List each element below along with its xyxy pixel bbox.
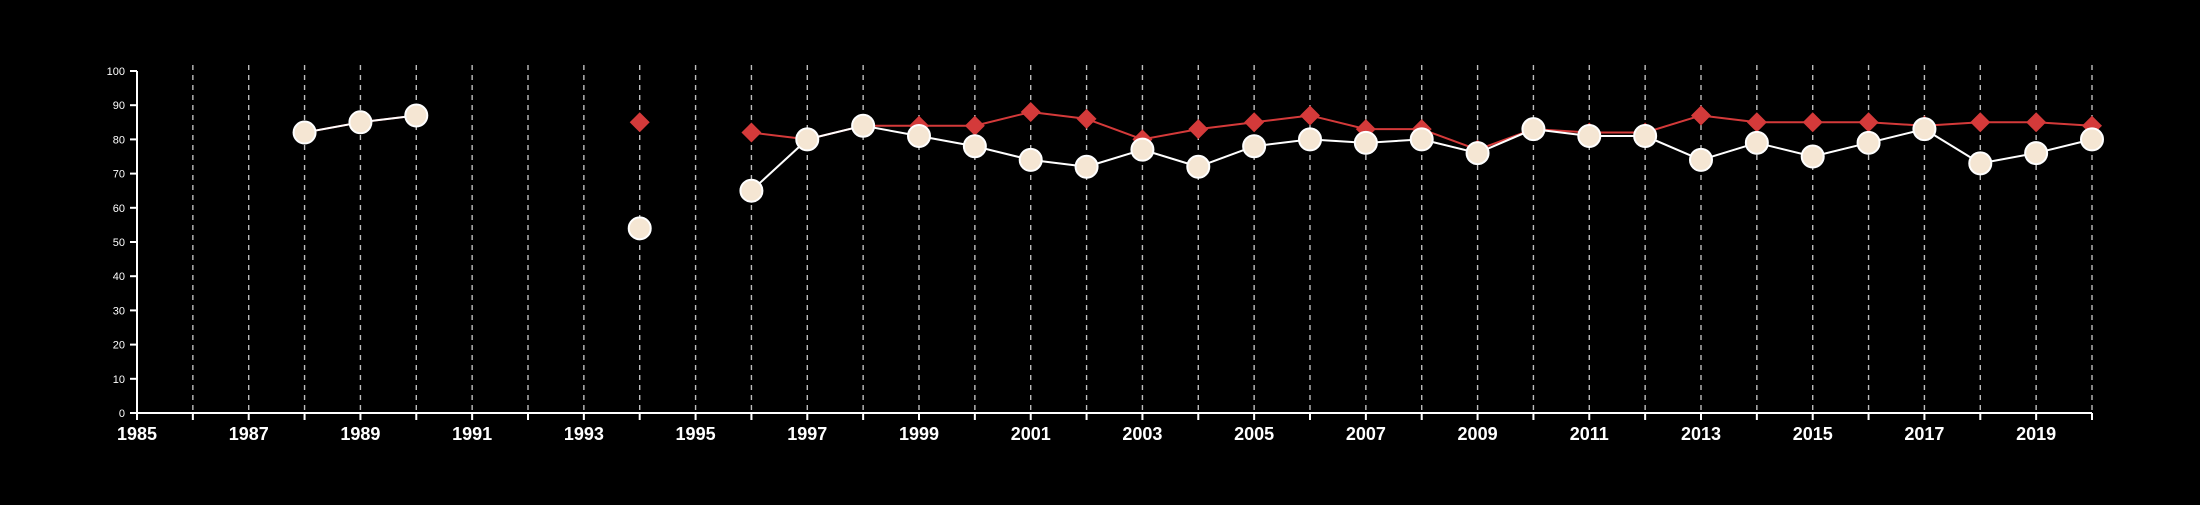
data-point-circle (739, 178, 764, 203)
x-tick-label: 1989 (340, 424, 380, 444)
x-tick-label: 2011 (1570, 424, 1609, 444)
data-point-circle (1074, 154, 1099, 179)
data-point-diamond (1970, 112, 1991, 133)
data-point-diamond (629, 112, 650, 133)
x-tick-label: 2005 (1234, 424, 1274, 444)
y-tick-label: 70 (113, 169, 125, 181)
data-point-diamond (1300, 105, 1320, 126)
y-tick-label: 10 (113, 374, 125, 386)
data-point-diamond (1020, 102, 1041, 123)
data-point-circle (404, 103, 429, 128)
series-line-segment (1700, 114, 1757, 124)
x-tick-label: 1987 (229, 424, 269, 444)
data-point-circle (1856, 130, 1881, 155)
data-point-circle (1465, 141, 1490, 166)
x-tick-label: 1999 (899, 424, 939, 444)
data-point-circle (627, 216, 652, 241)
x-tick-label: 1993 (564, 424, 604, 444)
grid-lines (192, 65, 2093, 413)
data-point-circle (2080, 127, 2104, 152)
data-point-circle (795, 127, 820, 152)
data-point-diamond (1746, 112, 1767, 133)
x-tick-label: 2019 (2016, 424, 2056, 444)
x-tick-label: 1985 (117, 424, 157, 444)
series-line-segment (1142, 128, 1199, 141)
data-point-diamond (1076, 108, 1097, 129)
series-line-segment (1086, 117, 1143, 141)
y-tick-label: 90 (113, 100, 125, 112)
data-point-diamond (1802, 112, 1823, 133)
data-point-circle (1409, 127, 1434, 152)
data-point-circle (1968, 151, 1993, 176)
y-tick-label: 40 (113, 271, 125, 283)
series-line-segment (750, 138, 808, 192)
y-tick-label: 20 (113, 340, 125, 352)
data-point-circle (1633, 123, 1658, 148)
data-point-circle (348, 110, 373, 135)
series-line-segment (1254, 114, 1311, 124)
data-point-circle (1242, 134, 1267, 159)
data-point-circle (292, 120, 317, 145)
data-point-circle (1521, 117, 1546, 142)
y-tick-label: 60 (113, 203, 125, 215)
y-tick-label: 50 (113, 237, 125, 249)
x-tick-label: 2007 (1346, 424, 1386, 444)
data-point-circle (851, 113, 876, 138)
y-tick-label: 0 (119, 408, 125, 420)
data-point-circle (1689, 147, 1713, 172)
data-point-circle (1744, 130, 1769, 155)
data-point-circle (1800, 144, 1825, 169)
data-series (292, 102, 2104, 241)
data-point-circle (1577, 123, 1602, 148)
data-point-diamond (1691, 105, 1711, 126)
data-point-diamond (1858, 112, 1879, 133)
data-point-circle (1186, 154, 1211, 179)
y-tick-label: 80 (113, 134, 125, 146)
series-line-segment (1309, 114, 1367, 131)
x-tick-label: 1991 (452, 424, 492, 444)
series-line-segment (1198, 121, 1255, 131)
data-point-circle (962, 134, 987, 159)
data-point-circle (1018, 147, 1043, 172)
series-line-segment (974, 111, 1031, 127)
x-tick-label: 2009 (1458, 424, 1498, 444)
x-tick-label: 1997 (787, 424, 827, 444)
data-point-circle (1130, 137, 1155, 162)
x-tick-label: 2017 (1904, 424, 1944, 444)
data-point-circle (907, 123, 931, 148)
x-tick-label: 2003 (1122, 424, 1162, 444)
data-point-circle (2024, 141, 2049, 166)
data-point-circle (1912, 117, 1937, 142)
y-tick-label: 100 (107, 66, 125, 78)
data-point-diamond (741, 122, 762, 143)
x-tick-label: 1995 (676, 424, 716, 444)
data-point-diamond (1244, 112, 1265, 133)
series-line-segment (1030, 111, 1087, 120)
y-tick-label: 30 (113, 305, 125, 317)
axes: 0 10 20 30 40 50 60 70 80 90 100 1985 1987 1989 1991 19… (107, 66, 2093, 444)
data-point-circle (1298, 127, 1322, 152)
x-tick-label: 2013 (1681, 424, 1721, 444)
x-tick-label: 2001 (1011, 424, 1051, 444)
data-point-diamond (1188, 119, 1209, 140)
data-point-circle (1353, 130, 1378, 155)
x-tick-label: 2015 (1793, 424, 1833, 444)
data-point-diamond (2026, 112, 2047, 133)
data-point-diamond (964, 115, 985, 136)
